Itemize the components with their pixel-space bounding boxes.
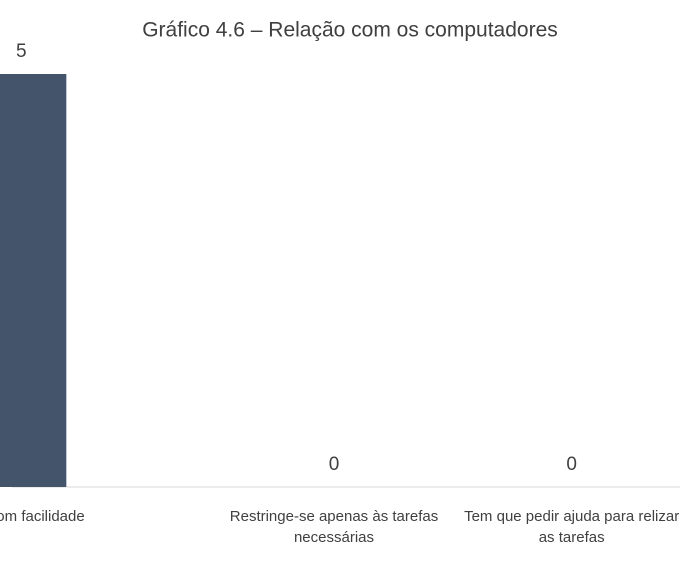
chart-title: Gráfico 4.6 – Relação com os computadore… [142,19,558,42]
bar [0,74,67,487]
data-label: 5 [16,41,27,62]
data-label: 0 [329,454,340,475]
x-tick-label: Restringe-se apenas às tarefas necessári… [229,508,439,546]
x-tick-label: Usa com facilidade [0,508,85,525]
data-label: 0 [566,454,577,475]
x-tick-label: Tem que pedir ajuda para relizar as tare… [464,508,680,546]
